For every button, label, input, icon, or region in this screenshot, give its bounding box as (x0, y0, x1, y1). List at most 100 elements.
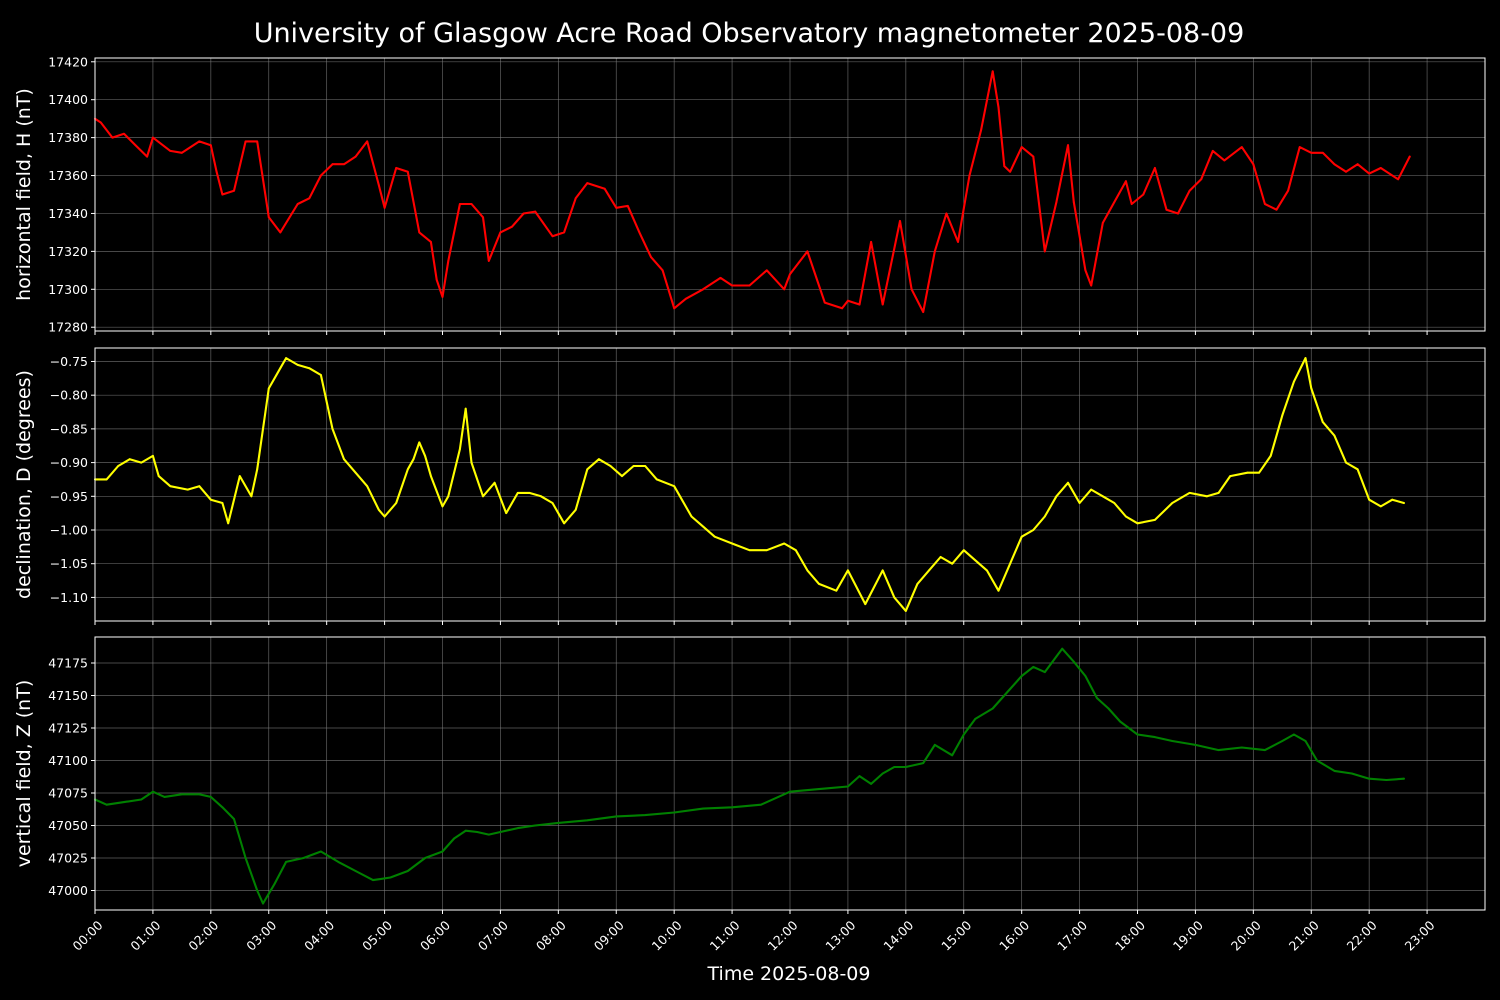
data-point-vertical (557, 822, 560, 824)
y-tick-label: −1.05 (50, 556, 88, 571)
y-tick-label: 17380 (48, 130, 88, 145)
data-point-declination (152, 455, 154, 457)
data-point-vertical (922, 762, 925, 764)
data-point-horizontal (123, 132, 125, 135)
panel-horizontal-x-ticks (94, 331, 1428, 335)
data-point-declination (1136, 522, 1139, 525)
data-point-horizontal (134, 144, 137, 147)
data-point-horizontal (1275, 208, 1278, 211)
y-tick-label: 47000 (48, 883, 88, 898)
data-point-vertical (1368, 777, 1371, 780)
data-point-vertical (163, 796, 166, 798)
data-point-horizontal (841, 307, 843, 310)
data-point-horizontal (244, 140, 247, 143)
data-point-horizontal (1125, 180, 1127, 183)
data-point-horizontal (603, 187, 606, 190)
data-point-vertical (221, 806, 224, 809)
panel-horizontal-grid (94, 58, 1485, 331)
data-point-horizontal (499, 231, 502, 234)
data-point-declination (267, 387, 270, 390)
data-point-horizontal (1298, 146, 1301, 149)
data-point-vertical (534, 824, 537, 827)
data-point-horizontal (922, 311, 925, 313)
data-point-horizontal (383, 206, 386, 209)
data-point-horizontal (221, 193, 224, 196)
panel-declination-x-ticks (94, 621, 1428, 625)
data-point-vertical (209, 796, 212, 798)
data-point-declination (1379, 505, 1382, 508)
data-point-declination (1293, 380, 1295, 383)
data-point-horizontal (661, 269, 664, 272)
data-point-declination (441, 505, 444, 508)
data-point-declination (673, 485, 676, 488)
data-point-horizontal (1090, 284, 1093, 287)
data-point-vertical (273, 883, 276, 885)
data-point-declination (1043, 515, 1046, 518)
y-tick-label: 17400 (48, 92, 88, 107)
data-point-vertical (487, 833, 490, 836)
data-point-declination (1310, 387, 1313, 390)
data-point-horizontal (146, 155, 149, 158)
data-point-declination (366, 485, 369, 488)
data-point-declination (308, 367, 311, 370)
data-point-declination (140, 461, 143, 464)
data-point-vertical (105, 803, 108, 806)
data-point-vertical (140, 798, 143, 801)
data-point-declination (238, 475, 241, 477)
y-tick-label: 47125 (48, 721, 88, 736)
data-point-declination (516, 492, 519, 494)
data-point-horizontal (783, 288, 786, 291)
data-point-declination (221, 502, 224, 504)
data-point-declination (1304, 357, 1307, 359)
data-point-horizontal (447, 260, 450, 262)
data-point-declination (459, 448, 461, 450)
data-point-horizontal (684, 297, 687, 300)
data-point-vertical (870, 783, 872, 785)
y-tick-label: −0.80 (50, 388, 88, 403)
data-point-vertical (1084, 675, 1087, 677)
data-point-vertical (256, 889, 259, 892)
data-point-vertical (1096, 697, 1098, 699)
data-point-declination (1125, 515, 1127, 518)
data-point-vertical (951, 754, 954, 757)
y-tick-label: 17280 (48, 320, 88, 335)
data-point-vertical (702, 807, 704, 810)
y-tick-label: 47100 (48, 753, 88, 768)
data-point-declination (157, 475, 160, 477)
data-point-vertical (933, 744, 936, 746)
data-point-declination (1229, 475, 1232, 477)
data-point-vertical (731, 806, 733, 809)
data-point-horizontal (673, 307, 676, 310)
data-point-horizontal (406, 170, 409, 173)
data-point-horizontal (1084, 269, 1087, 272)
data-point-horizontal (296, 203, 299, 205)
data-point-declination (128, 458, 131, 461)
data-point-declination (320, 374, 322, 376)
data-point-declination (997, 589, 1000, 592)
data-point-vertical (1154, 736, 1156, 738)
data-point-horizontal (933, 250, 936, 253)
data-point-vertical (991, 707, 994, 710)
y-tick-label: 17360 (48, 168, 88, 183)
data-point-declination (1090, 488, 1093, 491)
panel-vertical-series (93, 647, 1405, 905)
data-point-vertical (1316, 759, 1318, 762)
data-point-declination (117, 465, 120, 467)
data-point-vertical (320, 850, 322, 853)
data-point-declination (470, 461, 473, 464)
panel-declination-series (93, 357, 1405, 612)
data-point-horizontal (991, 70, 994, 73)
data-point-declination (343, 458, 345, 461)
data-point-horizontal (308, 197, 311, 200)
data-point-horizontal (320, 174, 322, 177)
data-point-horizontal (731, 284, 733, 287)
data-point-horizontal (459, 203, 461, 205)
data-point-horizontal (215, 170, 218, 173)
data-point-horizontal (354, 155, 357, 158)
y-tick-label: 47150 (48, 688, 88, 703)
data-point-horizontal (395, 167, 398, 169)
data-point-horizontal (910, 288, 913, 291)
data-point-horizontal (1264, 203, 1266, 205)
panel-horizontal-y-ticks: 17280 17300 17320 17340 17360 17380 17400 17420 (48, 54, 95, 335)
data-point-vertical (1032, 666, 1035, 668)
